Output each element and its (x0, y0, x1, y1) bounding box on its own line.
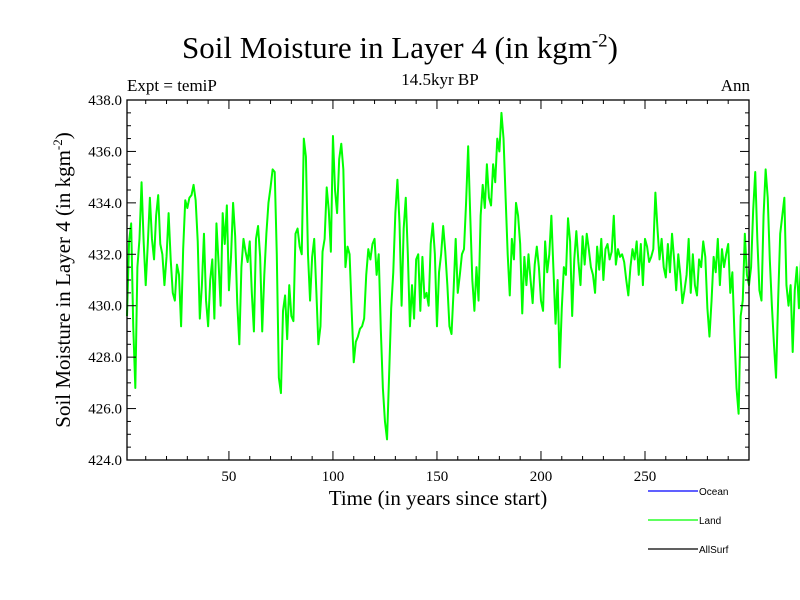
y-tick-label: 430.0 (88, 299, 122, 315)
y-tick-label: 424.0 (88, 453, 122, 469)
legend-label-land: Land (699, 516, 721, 527)
x-axis-title: Time (in years since start) (329, 486, 548, 510)
x-tick-label: 100 (322, 469, 345, 485)
y-tick-label: 434.0 (88, 196, 122, 212)
x-tick-label: 200 (530, 469, 553, 485)
x-tick-label: 150 (426, 469, 449, 485)
chart-subtitle: 14.5kyr BP (401, 70, 479, 89)
experiment-label: Expt = temiP (127, 76, 217, 95)
legend-label-ocean: Ocean (699, 487, 728, 498)
series-layer (126, 111, 800, 441)
legend-label-allsurf: AllSurf (699, 545, 729, 556)
y-tick-label: 438.0 (88, 93, 122, 109)
x-tick-label: 250 (634, 469, 657, 485)
season-label: Ann (720, 76, 750, 95)
series-line-land (126, 111, 800, 441)
y-tick-label: 436.0 (88, 144, 122, 160)
y-tick-label: 432.0 (88, 247, 122, 263)
chart-title: Soil Moisture in Layer 4 (in kgm-2) (182, 30, 618, 65)
y-axis-title: Soil Moisture in Layer 4 (in kgm-2) (50, 132, 75, 427)
x-tick-label: 50 (221, 469, 236, 485)
ticks-layer: 50 100 150 200 250 424.0 426.0 428.0 430.0 432.0 4… (88, 93, 749, 485)
y-tick-label: 426.0 (88, 402, 122, 418)
legend: Ocean Land AllSurf (648, 487, 729, 556)
y-tick-label: 428.0 (88, 350, 122, 366)
